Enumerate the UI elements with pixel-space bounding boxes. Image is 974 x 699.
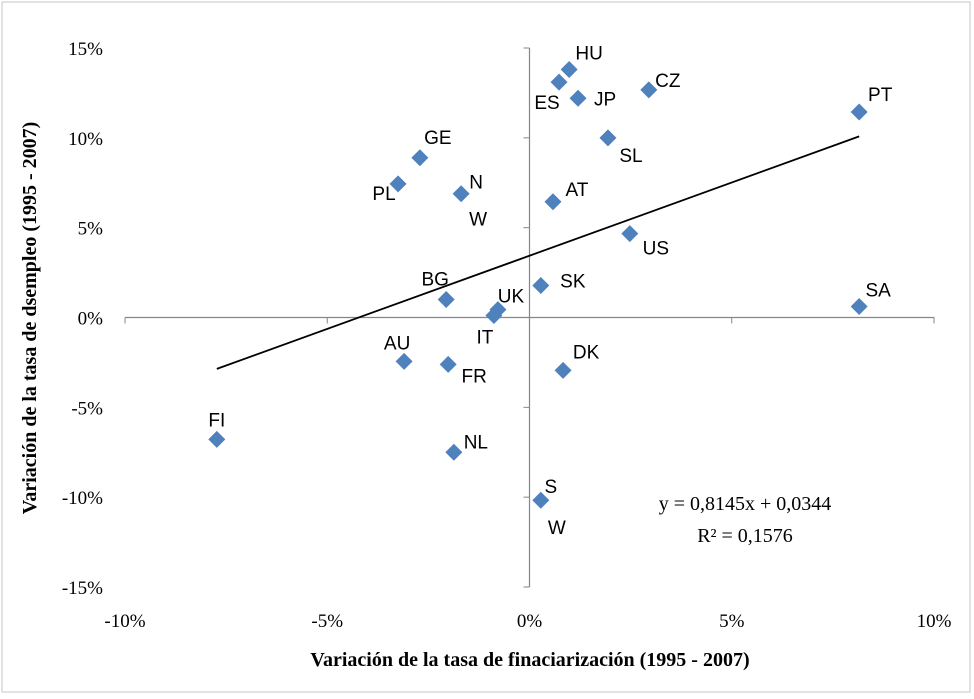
point [850, 103, 868, 121]
point [550, 73, 568, 91]
x-tick-label: 0% [517, 611, 543, 632]
point-label: FR [462, 366, 487, 387]
point-label: PL [372, 184, 395, 205]
trendline [216, 135, 860, 370]
point-label: US [643, 239, 669, 260]
point [599, 129, 617, 147]
trend-equation: y = 0,8145x + 0,0344 [659, 493, 832, 515]
y-tick-label: -5% [71, 398, 103, 419]
point-label: GE [424, 128, 451, 149]
point [554, 361, 572, 379]
x-axis-label: Variación de la tasa de finaciarización … [310, 649, 749, 671]
point-label: DK [573, 342, 600, 363]
point [532, 491, 550, 509]
point-label: BG [421, 270, 448, 291]
point [560, 61, 578, 79]
point [544, 193, 562, 211]
point-label: W [548, 518, 566, 539]
y-tick-label: 15% [68, 39, 103, 60]
point [569, 89, 587, 107]
point-label: SL [619, 146, 642, 167]
point [621, 225, 639, 243]
point-label: S [544, 477, 557, 498]
point-label: CZ [655, 71, 681, 92]
point-label: SK [560, 272, 586, 293]
point-label: PT [868, 85, 893, 106]
y-tick-label: 0% [78, 309, 104, 330]
point-label: ES [534, 93, 559, 114]
x-tick-label: -5% [311, 611, 343, 632]
point-label: AT [566, 180, 589, 201]
point-label: UK [498, 287, 525, 308]
point [445, 443, 463, 461]
x-tick-label: -10% [104, 611, 145, 632]
point [640, 81, 658, 99]
point-label: NL [464, 432, 488, 453]
y-axis-label: Variación de la tasa de dsempleo (1995 -… [19, 122, 41, 515]
point [532, 277, 550, 295]
point [395, 352, 413, 370]
y-tick-label: 10% [68, 129, 103, 150]
point-label: AU [384, 333, 410, 354]
point-label: JP [594, 89, 616, 110]
r-squared: R² = 0,1576 [697, 525, 793, 547]
point [850, 298, 868, 316]
point [411, 149, 429, 167]
point-label: FI [208, 410, 225, 431]
point [437, 291, 455, 309]
point-label: IT [476, 328, 493, 349]
point [439, 355, 457, 373]
x-tick-label: 10% [917, 611, 952, 632]
y-tick-label: -10% [62, 488, 103, 509]
point-label: SA [865, 281, 891, 302]
point [452, 185, 470, 203]
x-tick-label: 5% [719, 611, 745, 632]
y-tick-label: -15% [62, 578, 103, 599]
point-label: HU [575, 44, 602, 65]
point [489, 301, 507, 319]
point-label: W [469, 210, 487, 231]
point [389, 175, 407, 193]
y-tick-label: 5% [78, 219, 104, 240]
point-label: N [469, 173, 483, 194]
point [208, 430, 226, 448]
